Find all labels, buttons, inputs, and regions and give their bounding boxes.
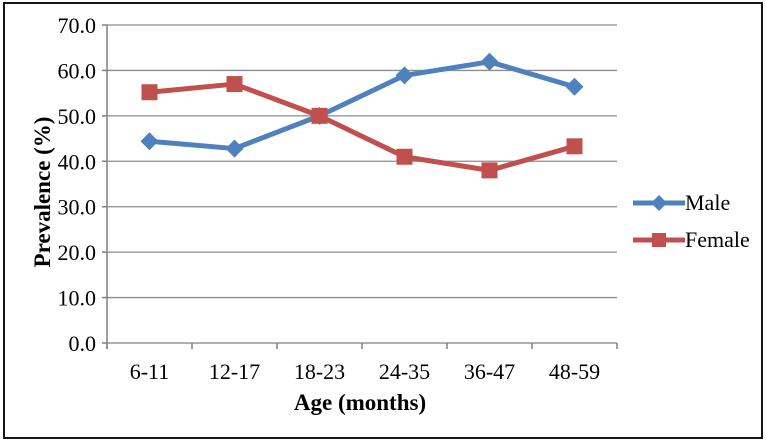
female-series-point [311,107,328,124]
female-series-line [147,81,577,173]
x-tick-label: 24-35 [379,359,430,384]
male-series-point [395,66,414,85]
male-series-marker-icon [633,195,685,211]
y-tick-label: 0.0 [69,331,97,356]
x-tick-label: 12-17 [209,359,260,384]
male-series-point [480,52,499,71]
x-tick-label: 6-11 [130,359,170,384]
legend-item-male: Male [633,190,750,216]
y-tick-label: 30.0 [58,195,97,220]
x-tick-label: 18-23 [294,359,345,384]
x-axis-title: Age (months) [293,390,427,415]
male-series-point [565,77,584,96]
legend-item-female: Female [633,227,750,253]
y-tick-label: 20.0 [58,240,97,265]
diamond-icon [651,195,667,211]
male-series-point [140,132,159,151]
male-series-line [147,59,577,152]
female-series-point [396,148,413,165]
y-tick-label: 40.0 [58,149,97,174]
square-icon [652,233,666,247]
male-series-point [225,139,244,158]
y-tick-label: 10.0 [58,286,97,311]
female-series-marker-icon [633,233,685,247]
y-tick-label: 70.0 [58,13,97,38]
y-tick-label: 60.0 [58,58,97,83]
y-tick-label: 50.0 [58,104,97,129]
female-series-point [226,76,243,93]
y-axis-title: Prevalence (%) [30,116,55,268]
legend-label-female: Female [685,227,750,252]
legend-label-male: Male [685,190,731,215]
x-tick-label: 36-47 [464,359,515,384]
x-tick-label: 48-59 [549,359,600,384]
female-series-point [141,84,158,101]
female-series-point [566,138,583,155]
female-series-point [481,162,498,179]
legend: Male Female [633,190,750,264]
